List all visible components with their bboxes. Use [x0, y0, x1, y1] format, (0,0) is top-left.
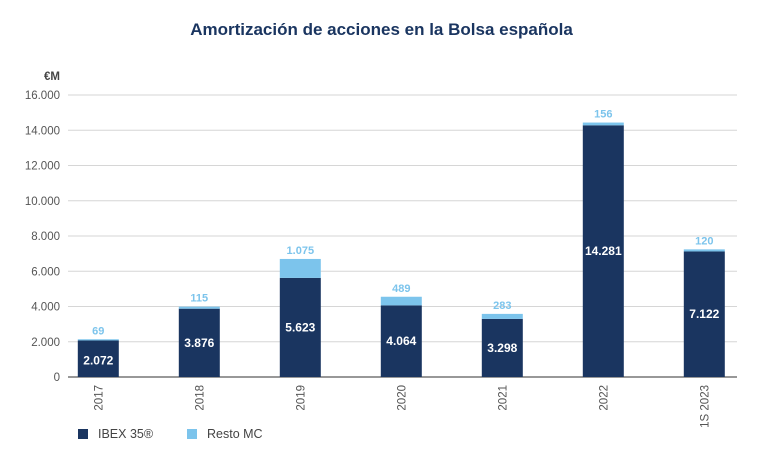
x-tick-label: 2018: [194, 385, 206, 411]
data-label-ibex35: 3.876: [184, 336, 214, 350]
bar-ibex35: [683, 251, 725, 377]
data-label-ibex35: 4.064: [386, 334, 416, 348]
y-tick-label: 6.000: [31, 266, 60, 278]
data-label-resto-mc: 1.075: [287, 245, 315, 257]
bar-ibex35: [77, 340, 119, 377]
bar-resto-mc: [279, 258, 321, 278]
y-tick-label: 8.000: [31, 231, 60, 243]
y-tick-label: 4.000: [31, 302, 60, 314]
y-tick-label: 10.000: [25, 196, 60, 208]
x-tick-label: 2020: [396, 385, 408, 411]
data-label-resto-mc: 156: [594, 109, 612, 121]
y-tick-label: 2.000: [31, 337, 60, 349]
data-label-resto-mc: 489: [392, 283, 410, 295]
legend-label: Resto MC: [207, 427, 263, 441]
bar-resto-mc: [77, 339, 119, 341]
bar-ibex35: [380, 305, 422, 377]
bar-resto-mc: [582, 122, 624, 126]
bar-ibex35: [178, 308, 220, 377]
y-tick-label: 12.000: [25, 161, 60, 173]
x-tick-label: 2022: [598, 385, 610, 411]
x-tick-label: 1S 2023: [699, 385, 711, 428]
legend-swatch: [187, 429, 197, 439]
bar-resto-mc: [380, 296, 422, 306]
legend-label: IBEX 35®: [98, 427, 154, 441]
data-label-resto-mc: 120: [695, 235, 713, 247]
bar-ibex35: [481, 318, 523, 377]
data-label-ibex35: 2.072: [83, 354, 113, 368]
x-tick-label: 2017: [93, 385, 105, 411]
y-axis-unit: €M: [44, 71, 60, 83]
data-label-resto-mc: 115: [190, 293, 208, 305]
bar-ibex35: [582, 125, 624, 377]
x-tick-label: 2021: [497, 385, 509, 411]
y-tick-label: 14.000: [25, 125, 60, 137]
y-tick-label: 16.000: [25, 90, 60, 102]
bar-ibex35: [279, 277, 321, 377]
data-label-ibex35: 7.122: [689, 307, 719, 321]
chart-title: Amortización de acciones en la Bolsa esp…: [190, 20, 573, 39]
bar-resto-mc: [683, 249, 725, 252]
bar-resto-mc: [481, 313, 523, 319]
bar-resto-mc: [178, 306, 220, 309]
data-label-ibex35: 3.298: [487, 341, 517, 355]
data-label-ibex35: 14.281: [585, 244, 622, 258]
data-label-ibex35: 5.623: [285, 320, 315, 334]
x-tick-label: 2019: [295, 385, 307, 411]
data-label-resto-mc: 283: [493, 300, 511, 312]
y-tick-label: 0: [54, 372, 60, 384]
data-label-resto-mc: 69: [92, 325, 104, 337]
legend-swatch: [78, 429, 88, 439]
